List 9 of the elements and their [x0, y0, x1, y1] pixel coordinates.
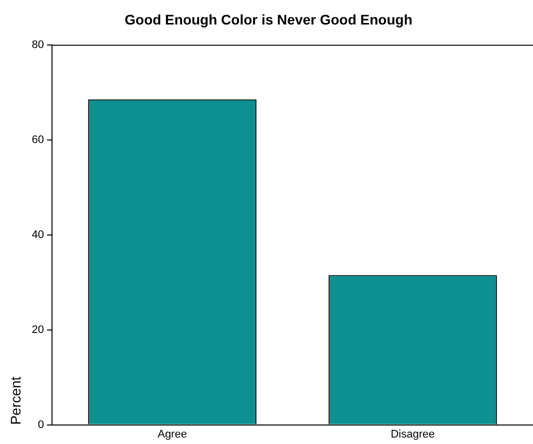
x-tick-label: Disagree: [390, 428, 435, 440]
y-tick-label: 0: [38, 418, 44, 431]
y-tick-label: 80: [32, 38, 44, 51]
x-tick-label: Agree: [158, 428, 187, 440]
y-axis-title: Percent: [7, 376, 24, 425]
y-tick-label: 20: [32, 324, 44, 336]
y-tick-label: 60: [32, 134, 44, 146]
chart-title: Good Enough Color is Never Good Enough: [124, 11, 412, 28]
y-tick-label: 40: [32, 228, 44, 241]
